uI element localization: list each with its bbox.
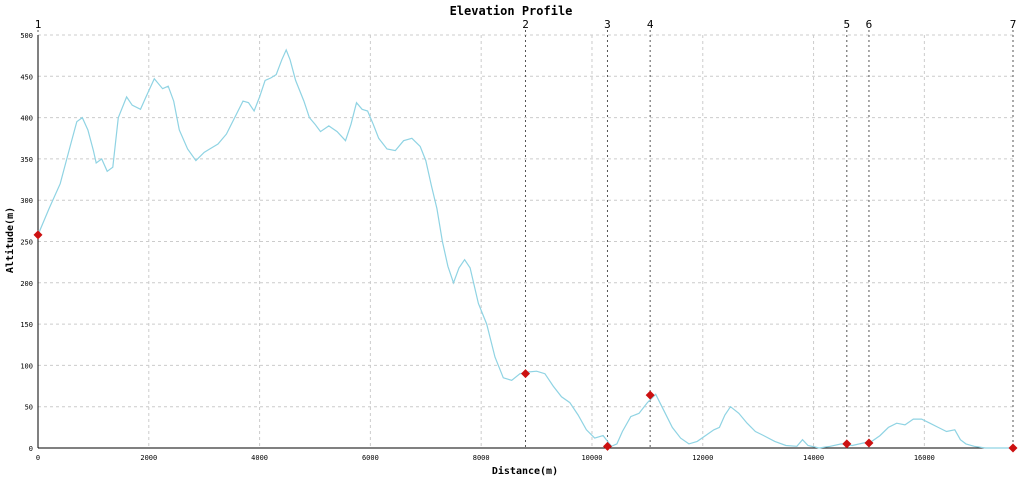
elevation-line: [37, 48, 1013, 449]
waypoint-label: 7: [1010, 18, 1017, 31]
waypoint-marker: [1008, 443, 1018, 453]
y-tick-label: 100: [20, 362, 33, 370]
waypoint-labels: 1 2 3 4 5 6 7: [35, 18, 1017, 31]
y-tick-label: 450: [20, 73, 33, 81]
x-tick-label: 10000: [581, 454, 602, 462]
x-tick-label: 12000: [692, 454, 713, 462]
y-tick-label: 250: [20, 239, 33, 247]
waypoint-marker: [521, 369, 530, 379]
y-tick-label: 50: [25, 404, 33, 412]
waypoint-label: 2: [522, 18, 529, 31]
chart-title: Elevation Profile: [450, 4, 573, 18]
waypoint-marker: [33, 230, 43, 240]
waypoint-label: 5: [843, 18, 850, 31]
x-tick-label: 4000: [251, 454, 268, 462]
waypoint-lines: [37, 30, 1014, 448]
x-tick-label: 2000: [140, 454, 157, 462]
x-tick-label: 14000: [803, 454, 824, 462]
waypoint-marker: [645, 390, 655, 400]
waypoint-label: 6: [866, 18, 873, 31]
waypoint-markers: [33, 230, 1018, 453]
x-tick-label: 16000: [914, 454, 935, 462]
y-tick-label: 300: [20, 197, 33, 205]
y-tick-label: 500: [20, 32, 33, 40]
x-axis-label: Distance(m): [492, 465, 558, 477]
waypoint-label: 1: [35, 18, 42, 31]
waypoint-label: 3: [604, 18, 611, 31]
x-tick-label: 0: [36, 454, 40, 462]
waypoint-marker: [602, 441, 612, 451]
tick-labels: 0 50 100 150 200 250 300 350 400 450 500 0 2000 4000 6…: [20, 32, 935, 462]
axes: [37, 35, 1013, 449]
y-axis-label: Altitude(m): [4, 207, 16, 273]
waypoint-marker: [842, 439, 852, 449]
x-tick-label: 6000: [362, 454, 379, 462]
y-tick-label: 0: [29, 445, 33, 453]
waypoint-marker: [864, 438, 874, 448]
series: [37, 48, 1013, 449]
y-tick-label: 150: [20, 321, 33, 329]
waypoint-label: 4: [647, 18, 654, 31]
y-tick-label: 350: [20, 156, 33, 164]
y-tick-label: 200: [20, 280, 33, 288]
y-tick-label: 400: [20, 115, 33, 123]
x-tick-label: 8000: [473, 454, 490, 462]
